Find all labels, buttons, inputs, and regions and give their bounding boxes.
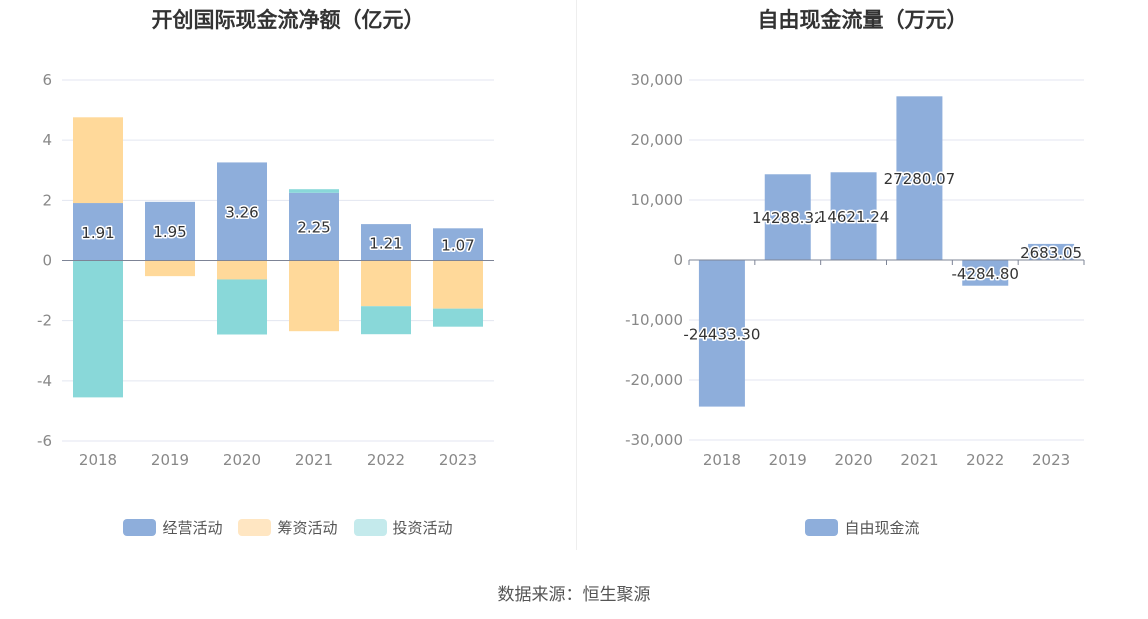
y-tick-label: 6 [42, 71, 52, 89]
chart-title: 自由现金流量（万元） [757, 8, 968, 32]
bar-operating-2023 [433, 228, 483, 261]
data-label: 1.91 [81, 224, 114, 242]
bar-free-cash-flow-2018 [698, 260, 745, 407]
legend-item[interactable]: 经营活动 [123, 517, 222, 538]
bar-investing-2021 [289, 189, 339, 193]
legend-swatch [238, 519, 272, 536]
legend-swatch [353, 519, 387, 536]
data-label: -4284.80 [952, 265, 1019, 283]
x-tick-label: 2022 [367, 451, 405, 469]
legend-label: 筹资活动 [277, 519, 338, 537]
x-tick-label: 2020 [223, 451, 261, 469]
x-tick-label: 2019 [151, 451, 189, 469]
bar-financing-2022 [361, 260, 411, 307]
data-label: 1.21 [369, 234, 402, 252]
bar-free-cash-flow-2019 [764, 174, 811, 260]
legend-item[interactable]: 自由现金流 [805, 517, 920, 538]
bar-investing-2018 [73, 260, 123, 398]
x-tick-label: 2018 [79, 451, 117, 469]
data-label: 14288.32 [752, 209, 824, 227]
y-tick-label: -6 [37, 432, 52, 450]
y-tick-label: 0 [42, 252, 52, 270]
x-tick-label: 2021 [295, 451, 333, 469]
x-tick-label: 2019 [769, 451, 807, 469]
data-label: 3.26 [225, 203, 258, 221]
data-label: 1.95 [153, 223, 186, 241]
legend-swatch [123, 519, 157, 536]
bar-financing-2020 [217, 260, 267, 280]
y-tick-label: 4 [42, 131, 52, 149]
chart-legend: 自由现金流 [577, 517, 1148, 538]
legend-item[interactable]: 投资活动 [353, 517, 453, 538]
x-tick-label: 2022 [966, 451, 1004, 469]
x-tick-label: 2023 [439, 451, 477, 469]
legend-label: 投资活动 [392, 519, 453, 537]
legend-swatch [805, 519, 839, 536]
bar-investing-2023 [433, 308, 483, 327]
data-label: 2.25 [297, 219, 330, 237]
chart-legend: 经营活动 筹资活动 投资活动 [0, 517, 576, 538]
legend-item[interactable]: 筹资活动 [238, 517, 338, 538]
bar-operating-2020 [217, 162, 267, 261]
bar-financing-2019 [145, 260, 195, 277]
bar-free-cash-flow-2023 [1028, 243, 1075, 260]
bar-operating-2018 [73, 203, 123, 261]
bar-investing-2020 [217, 279, 267, 335]
x-tick-label: 2021 [900, 451, 938, 469]
cash-flow-chart-panel: 开创国际现金流净额（亿元） 6 4 2 0 -2 -4 -6 1.91 1.95 3.26 2.25… [0, 0, 576, 560]
panel-divider [576, 0, 577, 550]
free-cash-flow-chart-panel: 自由现金流量（万元） 30,000 20,000 10,000 0 -10,000 -20… [577, 0, 1148, 560]
legend-label: 自由现金流 [844, 519, 920, 537]
bar-operating-2021 [289, 192, 339, 261]
y-tick-label: 20,000 [631, 131, 684, 149]
cash-flow-chart: 6 4 2 0 -2 -4 -6 1.91 1.95 3.26 2.25 1.21 1.07 2018 20… [37, 71, 494, 469]
data-label: 2683.05 [1020, 244, 1082, 262]
free-cash-flow-chart: 30,000 20,000 10,000 0 -10,000 -20,000 -30,000… [625, 71, 1085, 469]
y-tick-label: -20,000 [625, 371, 683, 389]
chart-title: 开创国际现金流净额（亿元） [151, 8, 425, 32]
data-label: 14621.24 [818, 208, 890, 226]
bar-financing-2018 [73, 117, 123, 204]
bar-financing-2021 [289, 260, 339, 332]
legend-label: 经营活动 [162, 519, 223, 537]
y-tick-label: -30,000 [625, 431, 683, 449]
y-tick-label: -2 [37, 312, 52, 330]
bar-operating-2022 [361, 224, 411, 261]
bar-free-cash-flow-2020 [830, 172, 877, 260]
x-tick-label: 2023 [1032, 451, 1070, 469]
y-tick-label: 2 [42, 191, 52, 209]
x-tick-label: 2018 [703, 451, 741, 469]
bar-free-cash-flow-2021 [896, 96, 943, 260]
y-tick-label: 30,000 [631, 71, 684, 89]
data-source-note: 数据来源：恒生聚源 [497, 585, 651, 605]
bar-operating-2019 [145, 201, 195, 261]
bar-financing-2023 [433, 260, 483, 309]
data-label: 27280.07 [884, 170, 956, 188]
x-tick-label: 2020 [834, 451, 872, 469]
y-tick-label: -10,000 [625, 311, 683, 329]
data-label: 1.07 [441, 236, 474, 254]
bar-free-cash-flow-2022 [962, 260, 1009, 286]
data-label: -24433.30 [683, 325, 760, 343]
y-tick-label: 10,000 [631, 191, 684, 209]
y-tick-label: -4 [37, 372, 52, 390]
y-tick-label: 0 [673, 251, 683, 269]
bar-investing-2022 [361, 306, 411, 335]
